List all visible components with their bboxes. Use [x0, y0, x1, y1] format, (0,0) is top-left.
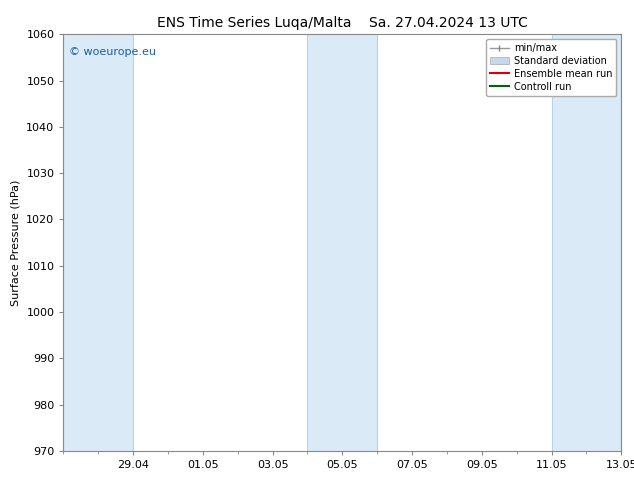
Bar [552, 34, 621, 451]
Bar [307, 34, 377, 451]
Legend: min/max, Standard deviation, Ensemble mean run, Controll run: min/max, Standard deviation, Ensemble me… [486, 39, 616, 96]
Y-axis label: Surface Pressure (hPa): Surface Pressure (hPa) [11, 179, 21, 306]
Title: ENS Time Series Luqa/Malta    Sa. 27.04.2024 13 UTC: ENS Time Series Luqa/Malta Sa. 27.04.202… [157, 16, 527, 30]
Text: © woeurope.eu: © woeurope.eu [69, 47, 156, 57]
Bar [63, 34, 133, 451]
